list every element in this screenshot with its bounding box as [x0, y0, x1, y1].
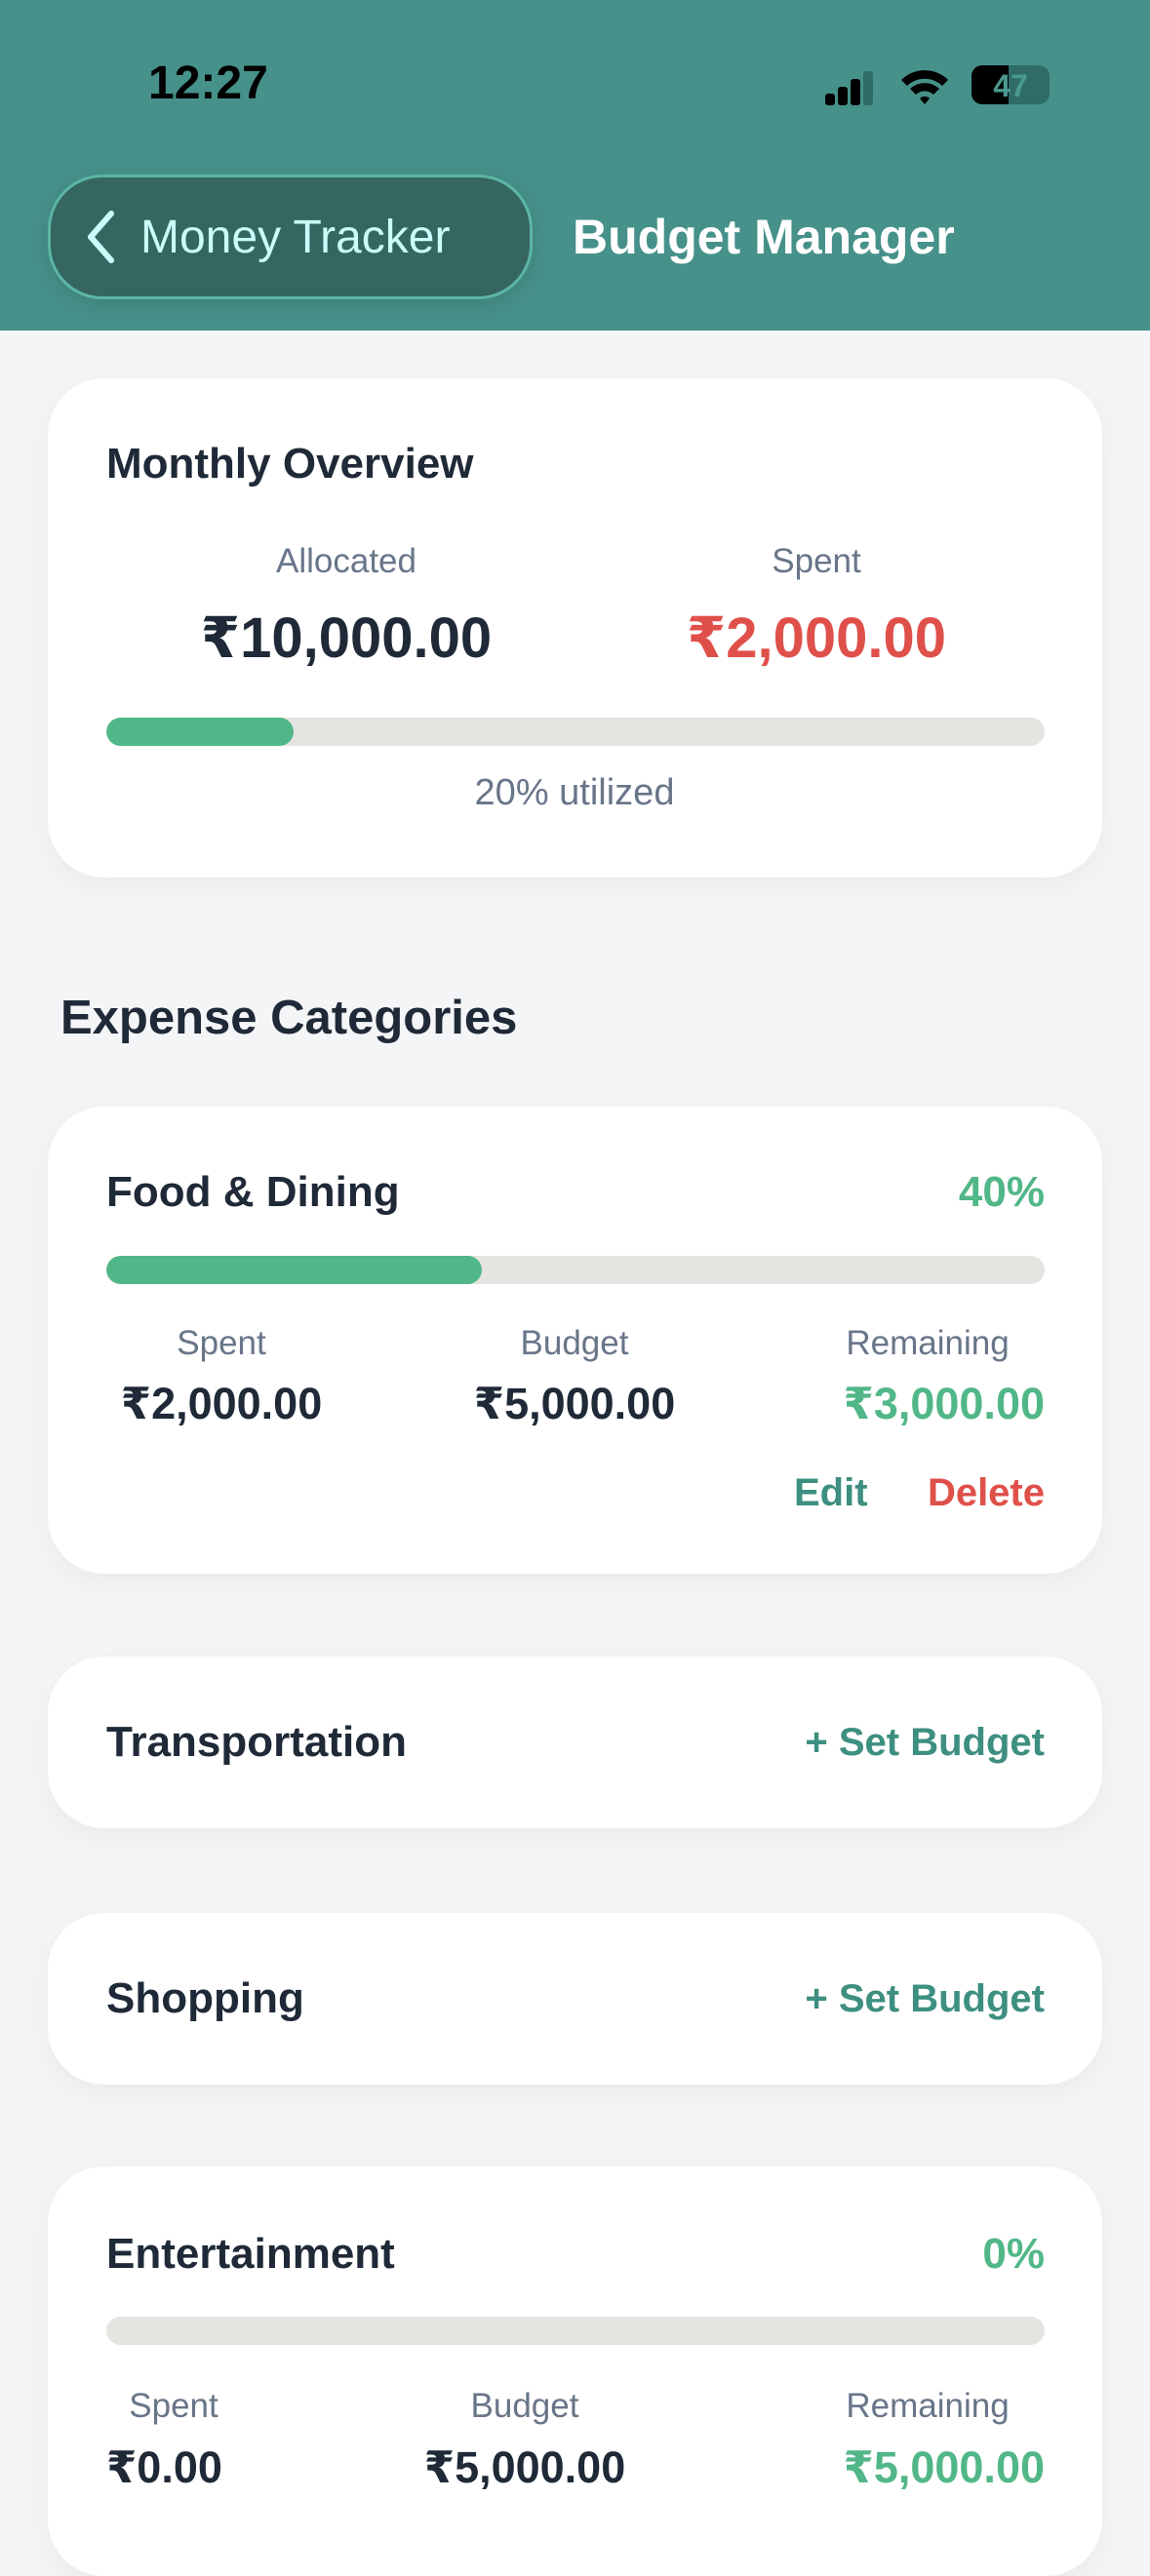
budget-value: ₹5,000.00: [473, 1379, 676, 1428]
category-percent: 0%: [982, 2230, 1045, 2278]
category-name: Food & Dining: [106, 1168, 400, 1216]
remaining-value: ₹3,000.00: [843, 1379, 1045, 1428]
spent-value: ₹2,000.00: [120, 1379, 323, 1428]
set-budget-button[interactable]: + Set Budget: [805, 1977, 1045, 2020]
budget-label: Budget: [520, 1324, 629, 1362]
back-button[interactable]: Money Tracker: [48, 175, 533, 299]
remaining-label: Remaining: [846, 2387, 1010, 2425]
budget-label: Budget: [470, 2387, 579, 2425]
category-card-food: Food & Dining 40% Spent Budget Remaining…: [48, 1107, 1102, 1574]
status-time: 12:27: [148, 58, 268, 109]
battery-icon: 47: [972, 65, 1050, 104]
category-card-entertainment: Entertainment 0% Spent Budget Remaining …: [48, 2166, 1102, 2576]
utilization-bar: [106, 718, 1045, 746]
utilized-text: 20% utilized: [474, 772, 675, 813]
category-progress-bar: [106, 2317, 1045, 2345]
battery-level: 47: [993, 68, 1028, 103]
back-label: Money Tracker: [140, 211, 451, 263]
spent-value: ₹0.00: [106, 2442, 222, 2492]
category-progress-fill: [106, 1256, 482, 1284]
category-percent: 40%: [958, 1168, 1045, 1216]
chevron-left-icon: [88, 211, 114, 263]
monthly-overview-card: Monthly Overview Allocated ₹10,000.00 Sp…: [48, 378, 1102, 878]
wifi-icon: [901, 70, 948, 104]
edit-button[interactable]: Edit: [794, 1471, 868, 1514]
set-budget-button[interactable]: + Set Budget: [805, 1721, 1045, 1764]
category-name: Shopping: [106, 1974, 304, 2022]
spent-value: ₹2,000.00: [686, 606, 947, 670]
delete-button[interactable]: Delete: [927, 1471, 1045, 1514]
remaining-label: Remaining: [846, 1324, 1010, 1362]
utilization-fill: [106, 718, 295, 746]
spent-label: Spent: [129, 2387, 218, 2425]
spent-label: Spent: [772, 542, 861, 580]
cellular-signal-icon: [825, 66, 873, 105]
allocated-value: ₹10,000.00: [200, 606, 493, 670]
category-name: Transportation: [106, 1718, 408, 1766]
page-title: Budget Manager: [573, 210, 955, 264]
section-title: Expense Categories: [60, 992, 518, 1044]
category-progress-bar: [106, 1256, 1045, 1284]
category-card-transportation: Transportation + Set Budget: [48, 1657, 1102, 1828]
allocated-label: Allocated: [276, 542, 416, 580]
overview-title: Monthly Overview: [106, 440, 474, 488]
category-card-shopping: Shopping + Set Budget: [48, 1913, 1102, 2085]
spent-label: Spent: [177, 1324, 266, 1362]
remaining-value: ₹5,000.00: [843, 2442, 1045, 2492]
nav-header: 12:27 47 Money Tracker Budget Manager: [0, 0, 1150, 331]
budget-value: ₹5,000.00: [423, 2442, 626, 2492]
category-name: Entertainment: [106, 2230, 395, 2278]
